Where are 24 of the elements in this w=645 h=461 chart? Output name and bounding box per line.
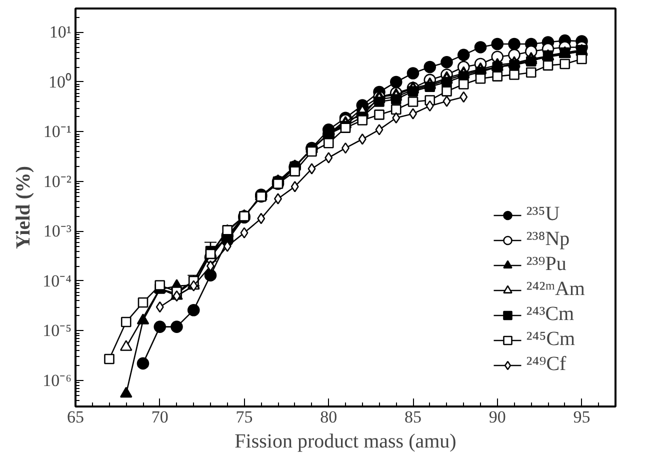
legend-label: ²⁴²ᵐAm [526,278,585,301]
y-tick-label: 10⁻⁴ [42,271,72,290]
x-tick-label: 70 [151,408,168,426]
legend-label: ²⁴⁹Cf [526,353,566,376]
y-tick-label: 10⁰ [48,72,72,92]
y-tick-label: 10⁻⁶ [42,370,72,390]
y-tick-label: 10⁻¹ [43,122,72,142]
y-tick-label: 10¹ [49,22,72,42]
x-tick-label: 75 [236,408,253,426]
y-tick-label: 10⁻² [43,172,72,191]
legend-label: ²³⁵U [526,203,560,226]
x-tick-label: 95 [573,408,590,426]
x-tick-label: 80 [320,408,338,426]
x-tick-label: 65 [67,408,84,426]
legend-label: ²³⁹Pu [526,253,566,276]
legend-label: ²⁴³Cm [526,303,574,326]
legend-label: ²⁴⁵Cm [526,328,576,351]
x-axis-title: Fission product mass (amu) [234,430,456,452]
y-axis-title: Yield (%) [12,166,35,250]
legend-label: ²³⁸Np [526,228,570,251]
x-tick-label: 85 [404,408,422,426]
y-tick-label: 10⁻⁵ [42,321,72,340]
y-tick-label: 10⁻³ [43,222,72,241]
x-tick-label: 90 [488,408,506,426]
